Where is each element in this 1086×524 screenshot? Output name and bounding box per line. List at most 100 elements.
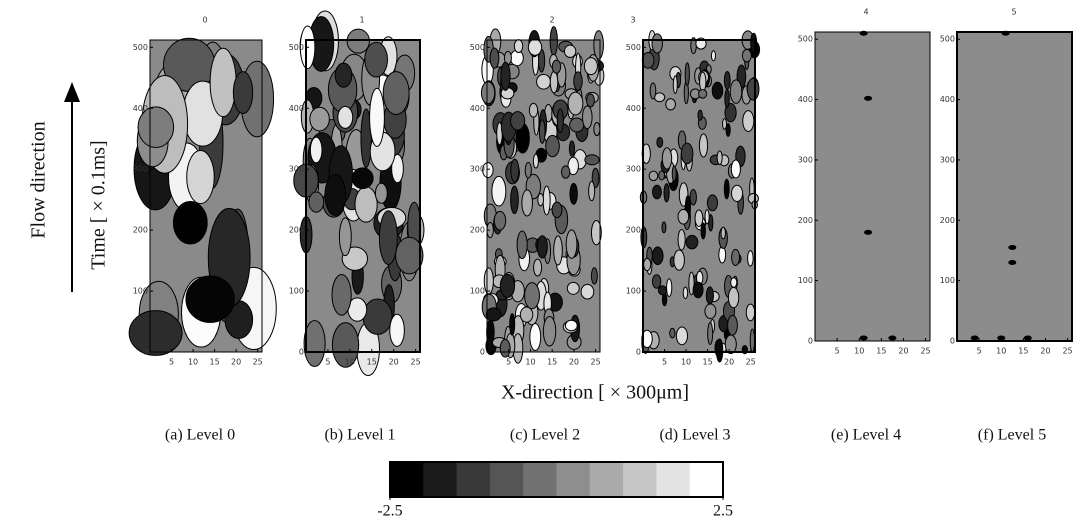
x-tick-label: 20 [231, 358, 241, 367]
plot-frame [642, 39, 756, 353]
contour-blob [718, 245, 727, 264]
y-tick-label: 0 [299, 348, 304, 357]
contour-blob [172, 201, 208, 245]
y-tick-label: 400 [940, 95, 955, 104]
contour-blob [337, 105, 354, 129]
contour-blob [369, 87, 385, 147]
contour-blob [722, 118, 728, 130]
x-tick-label: 15 [367, 358, 377, 367]
contour-blob [331, 322, 360, 368]
contour-blob [720, 226, 726, 240]
colorbar-swatch [689, 462, 724, 497]
contour-blob [510, 185, 519, 215]
x-tick-label: 5 [835, 347, 840, 356]
contour-blob [656, 136, 664, 148]
contour-blob [485, 307, 502, 322]
contour-blob [563, 44, 577, 58]
feature-dot [997, 335, 1006, 341]
contour-blob [661, 221, 667, 234]
contour-blob [742, 110, 755, 132]
y-tick-label: 200 [940, 216, 955, 225]
contour-blob [569, 117, 585, 133]
contour-blob [672, 75, 678, 94]
contour-blob [346, 28, 370, 54]
contour-blob [382, 71, 410, 116]
contour-blob [524, 282, 540, 310]
contour-blob [551, 201, 563, 219]
y-tick-label: 100 [940, 276, 955, 285]
contour-blob [568, 140, 576, 157]
contour-blob [677, 208, 690, 225]
contour-blob [663, 183, 670, 203]
y-tick-label: 200 [798, 216, 813, 225]
contour-blob [643, 257, 652, 272]
y-tick-label: 400 [470, 104, 485, 113]
contour-blob [551, 59, 562, 74]
contour-blob [521, 189, 533, 217]
colorbar-swatch [656, 462, 691, 497]
contour-blob [593, 122, 601, 137]
contour-blob [590, 267, 598, 285]
contour-blob [706, 194, 719, 212]
contour-blob [723, 70, 731, 90]
contour-blob [378, 210, 398, 266]
y-tick-label: 200 [626, 226, 641, 235]
y-tick-label: 0 [808, 337, 813, 346]
x-tick-label: 15 [1018, 347, 1028, 356]
contour-blob [583, 57, 598, 76]
colorbar-frame [389, 461, 724, 498]
x-tick-label: 5 [169, 358, 174, 367]
x-tick-label: 25 [746, 358, 756, 367]
contour-blob [741, 48, 752, 63]
contour-blob [704, 303, 717, 320]
contour-blob [354, 186, 378, 223]
contour-blob [491, 175, 507, 207]
panel-caption: (a) Level 0 [165, 427, 235, 444]
contour-blob [673, 249, 685, 271]
contour-blob [716, 150, 723, 165]
contour-blob [641, 52, 655, 69]
y-tick-label: 500 [289, 43, 304, 52]
contour-blob [569, 182, 578, 205]
contour-blob [533, 258, 543, 277]
contour-blob [362, 298, 393, 335]
feature-dot [859, 335, 868, 341]
contour-blob [700, 222, 706, 240]
contour-blob [331, 274, 352, 316]
contour-blob [537, 193, 545, 207]
contour-blob [730, 277, 738, 288]
contour-blob [641, 329, 653, 349]
x-tick-label: 20 [569, 358, 579, 367]
contour-blob [692, 281, 704, 299]
contour-blob [590, 220, 602, 246]
contour-blob [584, 154, 600, 166]
contour-blob [658, 170, 666, 181]
plot-frame [956, 31, 1073, 342]
contour-blob [509, 313, 516, 336]
contour-blob [723, 178, 730, 200]
panel-caption: (c) Level 2 [510, 427, 580, 444]
contour-blob [724, 102, 737, 123]
contour-blob [724, 334, 737, 355]
x-tick-label: 10 [996, 347, 1006, 356]
contour-blob [675, 326, 689, 346]
contour-blob [593, 30, 604, 60]
contour-blob [651, 246, 664, 266]
y-tick-label: 300 [626, 165, 641, 174]
y-axis-label: Time [ × 0.1ms] [88, 140, 110, 269]
contour-blob [527, 38, 543, 56]
contour-blob [186, 150, 215, 205]
contour-blob [499, 338, 511, 358]
contour-blob [374, 182, 388, 204]
contour-blob [729, 79, 743, 104]
plot-frame [814, 31, 931, 342]
x-tick-label: 15 [547, 358, 557, 367]
panel-caption: (d) Level 3 [659, 427, 730, 444]
y-tick-label: 500 [133, 43, 148, 52]
contour-blob [232, 71, 254, 115]
x-tick-label: 10 [681, 358, 691, 367]
contour-blob [651, 274, 662, 289]
contour-blob [582, 105, 593, 130]
plot-area [815, 32, 930, 341]
